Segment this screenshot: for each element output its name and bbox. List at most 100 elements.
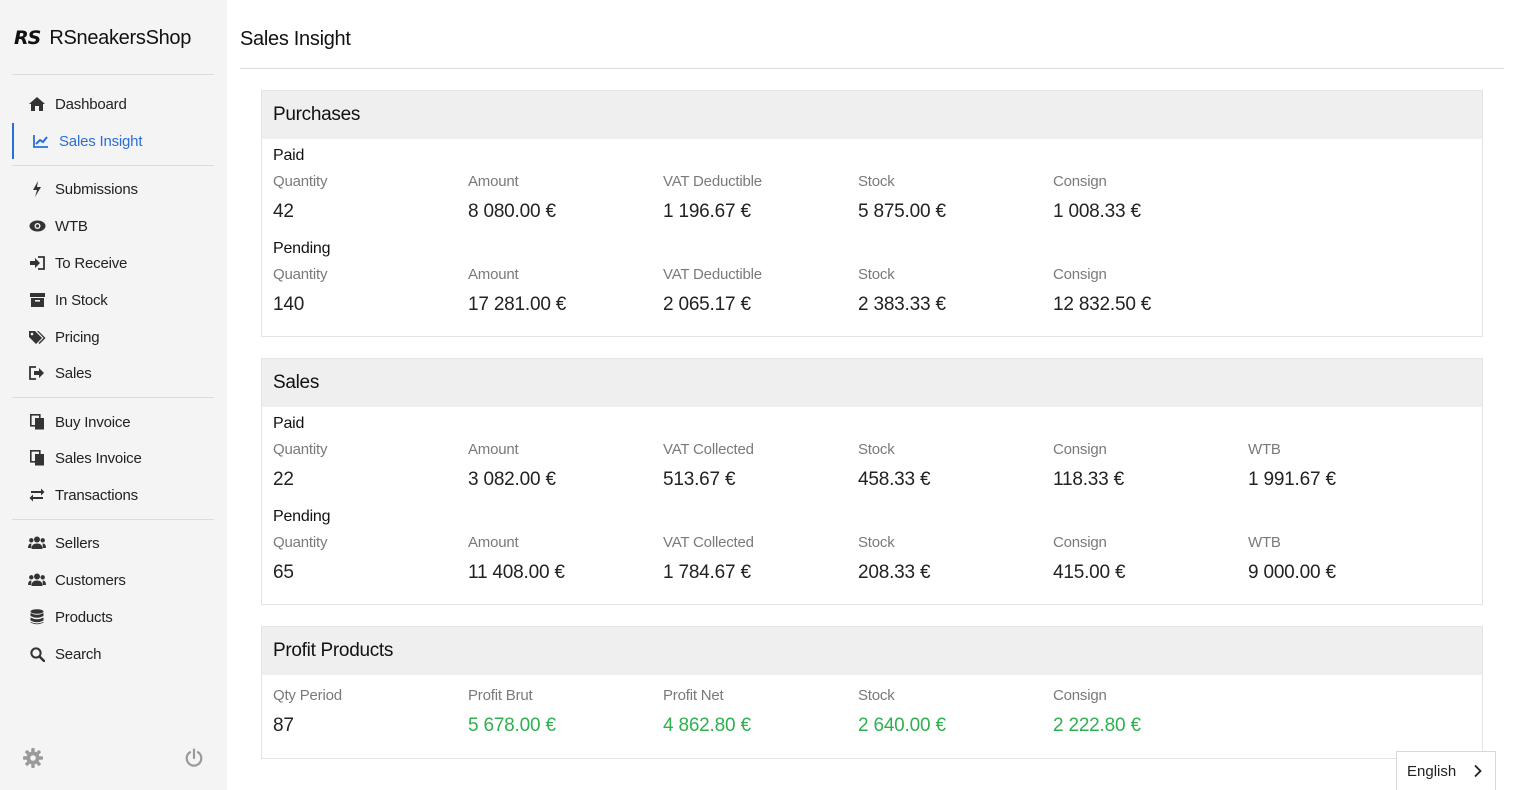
brand-name: RSneakersShop — [49, 26, 192, 49]
sidebar-item-pricing[interactable]: Pricing — [12, 319, 214, 355]
sidebar-divider — [12, 519, 214, 520]
stat-value: 2 383.33 € — [858, 294, 946, 315]
profit-brut: Profit Brut 5 678.00 € — [468, 687, 658, 737]
profit-consign: Consign 2 222.80 € — [1053, 687, 1243, 737]
stat-label: WTB — [1248, 441, 1281, 458]
stat-value: 9 000.00 € — [1248, 562, 1336, 583]
stat-label: Quantity — [273, 441, 328, 458]
sidebar-divider — [12, 74, 214, 75]
power-icon[interactable] — [183, 747, 205, 769]
stat-value: 42 — [273, 201, 294, 222]
title-divider — [240, 68, 1504, 69]
stat-value: 22 — [273, 469, 294, 490]
sidebar-item-label: Customers — [55, 571, 126, 589]
gear-icon[interactable] — [22, 747, 44, 769]
stat-label: Consign — [1053, 534, 1107, 551]
stat-label: Stock — [858, 173, 895, 190]
sales-paid-wtb: WTB 1 991.67 € — [1248, 441, 1438, 491]
chart-line-icon — [32, 132, 50, 150]
sales-paid-consign: Consign 118.33 € — [1053, 441, 1243, 491]
stat-label: WTB — [1248, 534, 1281, 551]
stat-value: 208.33 € — [858, 562, 931, 583]
sidebar-item-to-receive[interactable]: To Receive — [12, 245, 214, 281]
stat-value: 1 784.67 € — [663, 562, 751, 583]
stat-value: 513.67 € — [663, 469, 736, 490]
archive-icon — [28, 291, 46, 309]
sidebar-item-in-stock[interactable]: In Stock — [12, 282, 214, 318]
stat-value: 140 — [273, 294, 305, 315]
sidebar-item-label: Buy Invoice — [55, 413, 131, 431]
stat-value: 415.00 € — [1053, 562, 1126, 583]
tags-icon — [28, 328, 46, 346]
stat-label: Amount — [468, 441, 519, 458]
purchases-pending-vat-deductible: VAT Deductible 2 065.17 € — [663, 266, 853, 316]
purchases-paid-vat-deductible: VAT Deductible 1 196.67 € — [663, 173, 853, 223]
sidebar-item-customers[interactable]: Customers — [12, 562, 214, 598]
stat-value: 8 080.00 € — [468, 201, 556, 222]
sales-pending-wtb: WTB 9 000.00 € — [1248, 534, 1438, 584]
sidebar-divider — [12, 165, 214, 166]
search-icon — [28, 645, 46, 663]
purchases-paid-title: Paid — [273, 147, 305, 164]
sidebar-item-sales[interactable]: Sales — [12, 355, 214, 391]
sidebar-item-sales-invoice[interactable]: Sales Invoice — [12, 440, 214, 476]
sidebar-item-transactions[interactable]: Transactions — [12, 477, 214, 513]
sidebar-item-buy-invoice[interactable]: Buy Invoice — [12, 404, 214, 440]
copy-icon — [28, 413, 46, 431]
stat-label: Amount — [468, 266, 519, 283]
stat-value: 1 008.33 € — [1053, 201, 1141, 222]
chevron-right-icon — [1473, 764, 1482, 782]
profit-products-card: Profit Products Qty Period 87 Profit Bru… — [261, 626, 1483, 759]
sidebar-item-dashboard[interactable]: Dashboard — [12, 86, 214, 122]
sidebar-item-label: Dashboard — [55, 95, 127, 113]
language-selector[interactable]: English — [1396, 751, 1496, 790]
sales-card-header: Sales — [262, 359, 1482, 407]
sidebar-item-sales-insight[interactable]: Sales Insight — [12, 123, 214, 159]
sidebar-item-label: WTB — [55, 217, 88, 235]
stat-value: 5 875.00 € — [858, 201, 946, 222]
brand[interactable]: RS RSneakersShop — [14, 24, 191, 52]
users-icon — [28, 534, 46, 552]
stat-label: VAT Collected — [663, 441, 754, 458]
sales-paid-title: Paid — [273, 415, 305, 432]
stat-label: Qty Period — [273, 687, 342, 704]
stat-value: 17 281.00 € — [468, 294, 567, 315]
stat-label: Stock — [858, 441, 895, 458]
stat-label: Amount — [468, 534, 519, 551]
sales-pending-consign: Consign 415.00 € — [1053, 534, 1243, 584]
users-icon — [28, 571, 46, 589]
sidebar-item-products[interactable]: Products — [12, 599, 214, 635]
stat-label: Stock — [858, 687, 895, 704]
stat-label: Consign — [1053, 441, 1107, 458]
stat-value: 458.33 € — [858, 469, 931, 490]
sidebar-item-search[interactable]: Search — [12, 636, 214, 672]
profit-products-card-header: Profit Products — [262, 627, 1482, 675]
sales-pending-quantity: Quantity 65 — [273, 534, 463, 584]
stat-value: 11 408.00 € — [468, 562, 565, 583]
sidebar-item-sellers[interactable]: Sellers — [12, 525, 214, 561]
eye-icon — [28, 217, 46, 235]
language-label: English — [1407, 762, 1457, 780]
purchases-pending-consign: Consign 12 832.50 € — [1053, 266, 1243, 316]
purchases-paid-amount: Amount 8 080.00 € — [468, 173, 658, 223]
stat-value: 65 — [273, 562, 294, 583]
stat-label: Quantity — [273, 266, 328, 283]
stat-label: Stock — [858, 266, 895, 283]
sidebar-item-label: Sales — [55, 364, 92, 382]
sales-paid-vat-collected: VAT Collected 513.67 € — [663, 441, 853, 491]
sidebar-item-label: Search — [55, 645, 102, 663]
stat-value: 118.33 € — [1053, 469, 1124, 490]
stat-label: VAT Collected — [663, 534, 754, 551]
sidebar-item-label: Products — [55, 608, 113, 626]
page-title: Sales Insight — [240, 28, 351, 50]
sidebar-divider — [12, 397, 214, 398]
purchases-card: Purchases Paid Quantity 42 Amount 8 080.… — [261, 90, 1483, 337]
sidebar-item-submissions[interactable]: Submissions — [12, 171, 214, 207]
stat-label: Consign — [1053, 687, 1107, 704]
stat-label: Consign — [1053, 266, 1107, 283]
stat-value: 1 991.67 € — [1248, 469, 1336, 490]
sidebar-item-wtb[interactable]: WTB — [12, 208, 214, 244]
brand-logo: RS — [14, 27, 41, 49]
purchases-pending-quantity: Quantity 140 — [273, 266, 463, 316]
sidebar: RS RSneakersShop Dashboard Sales Insight… — [0, 0, 227, 790]
